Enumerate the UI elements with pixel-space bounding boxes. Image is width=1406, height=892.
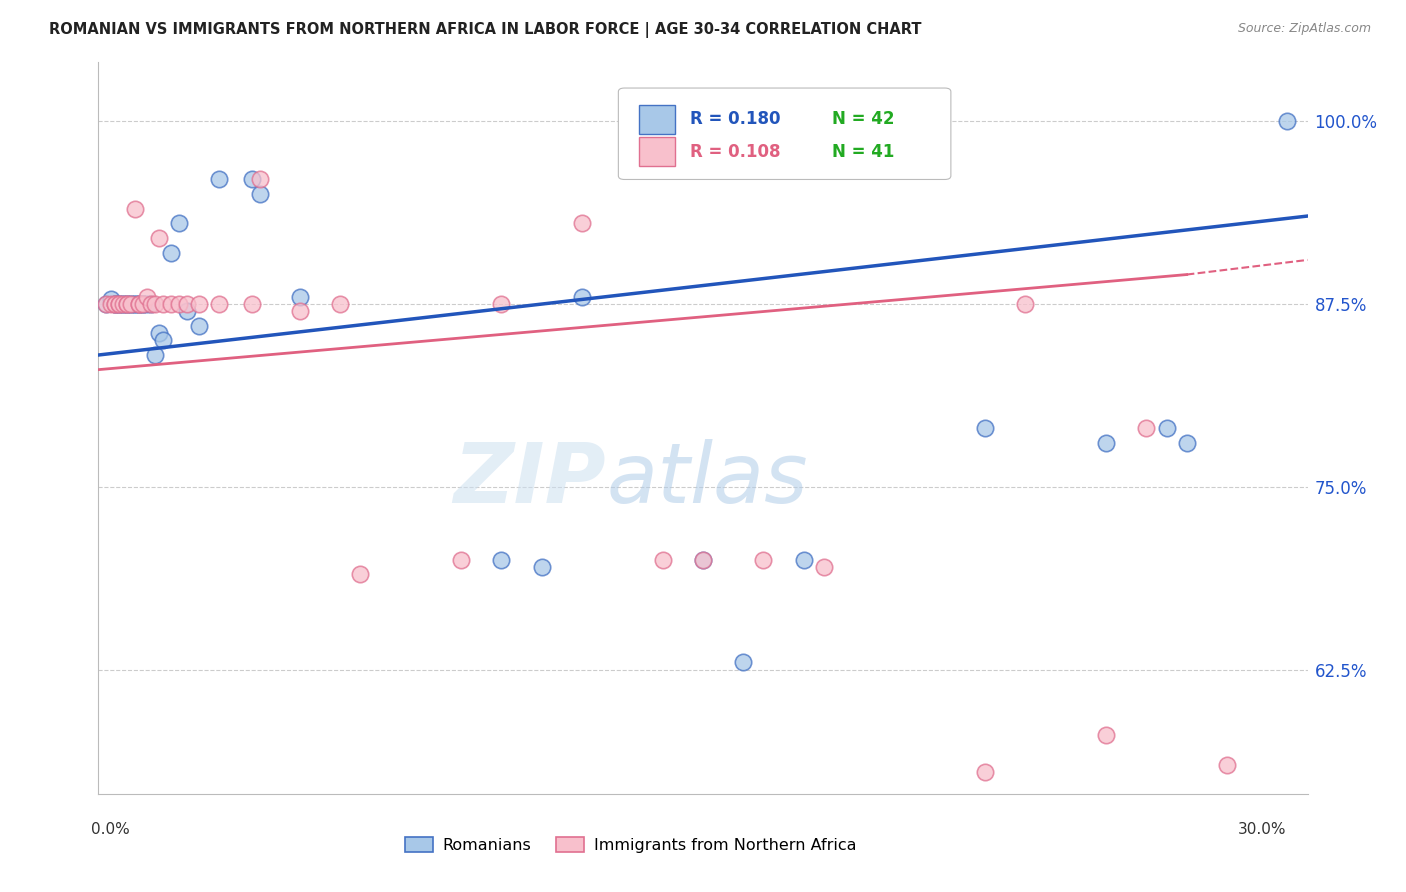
Point [120,297,142,311]
Text: 0.0%: 0.0% [91,822,131,837]
Point [160,245,183,260]
Point [491,297,513,311]
Point [530,560,553,574]
Point [111,297,134,311]
Point [1095,435,1118,450]
Point [103,297,125,311]
Point [167,216,190,230]
Point [132,297,155,311]
Point [1216,757,1239,772]
Point [249,187,271,202]
Point [288,289,311,303]
Point [813,560,835,574]
Point [208,297,231,311]
Point [249,172,271,186]
Point [132,297,155,311]
Point [115,297,138,311]
Point [128,297,150,311]
Point [115,297,138,311]
Text: N = 42: N = 42 [832,111,894,128]
Point [124,297,146,311]
Point [329,297,352,311]
Point [571,289,593,303]
Point [974,764,997,779]
Point [450,553,472,567]
Point [692,553,714,567]
Point [120,297,142,311]
Point [148,231,170,245]
Point [139,297,162,311]
Point [143,348,166,362]
Point [103,297,125,311]
Point [571,216,593,230]
Point [107,297,129,311]
Point [1277,114,1299,128]
Point [139,297,162,311]
Point [176,297,198,311]
Point [1135,421,1157,435]
Point [160,297,183,311]
Point [111,297,134,311]
Point [124,297,146,311]
Point [96,297,118,311]
Legend: Romanians, Immigrants from Northern Africa: Romanians, Immigrants from Northern Afri… [398,830,863,859]
Point [148,326,170,340]
Point [288,304,311,318]
Point [240,172,263,186]
Point [143,297,166,311]
Point [240,297,263,311]
Text: ROMANIAN VS IMMIGRANTS FROM NORTHERN AFRICA IN LABOR FORCE | AGE 30-34 CORRELATI: ROMANIAN VS IMMIGRANTS FROM NORTHERN AFR… [49,22,922,38]
Point [124,202,146,216]
Point [152,334,174,348]
Point [103,297,125,311]
Point [111,297,134,311]
Text: Source: ZipAtlas.com: Source: ZipAtlas.com [1237,22,1371,36]
FancyBboxPatch shape [638,105,675,134]
FancyBboxPatch shape [619,88,950,179]
Point [974,421,997,435]
FancyBboxPatch shape [638,137,675,166]
Point [132,297,155,311]
Point [128,297,150,311]
Point [793,553,815,567]
Point [107,297,129,311]
Point [1014,297,1036,311]
Point [100,297,122,311]
Point [349,567,371,582]
Point [120,297,142,311]
Point [107,297,129,311]
Point [692,553,714,567]
Point [103,297,125,311]
Point [100,293,122,307]
Point [115,297,138,311]
Point [733,655,755,669]
Text: atlas: atlas [606,439,808,520]
Point [208,172,231,186]
Point [651,553,673,567]
Point [128,297,150,311]
Point [128,297,150,311]
Text: 30.0%: 30.0% [1239,822,1286,837]
Point [135,289,157,303]
Point [188,318,211,333]
Text: N = 41: N = 41 [832,143,894,161]
Point [1156,421,1178,435]
Point [152,297,174,311]
Point [176,304,198,318]
Point [752,553,775,567]
Point [491,553,513,567]
Point [107,297,129,311]
Point [1095,728,1118,742]
Point [167,297,190,311]
Point [115,297,138,311]
Point [135,297,157,311]
Text: R = 0.108: R = 0.108 [690,143,780,161]
Point [96,297,118,311]
Point [1175,435,1198,450]
Point [188,297,211,311]
Text: R = 0.180: R = 0.180 [690,111,780,128]
Text: ZIP: ZIP [454,439,606,520]
